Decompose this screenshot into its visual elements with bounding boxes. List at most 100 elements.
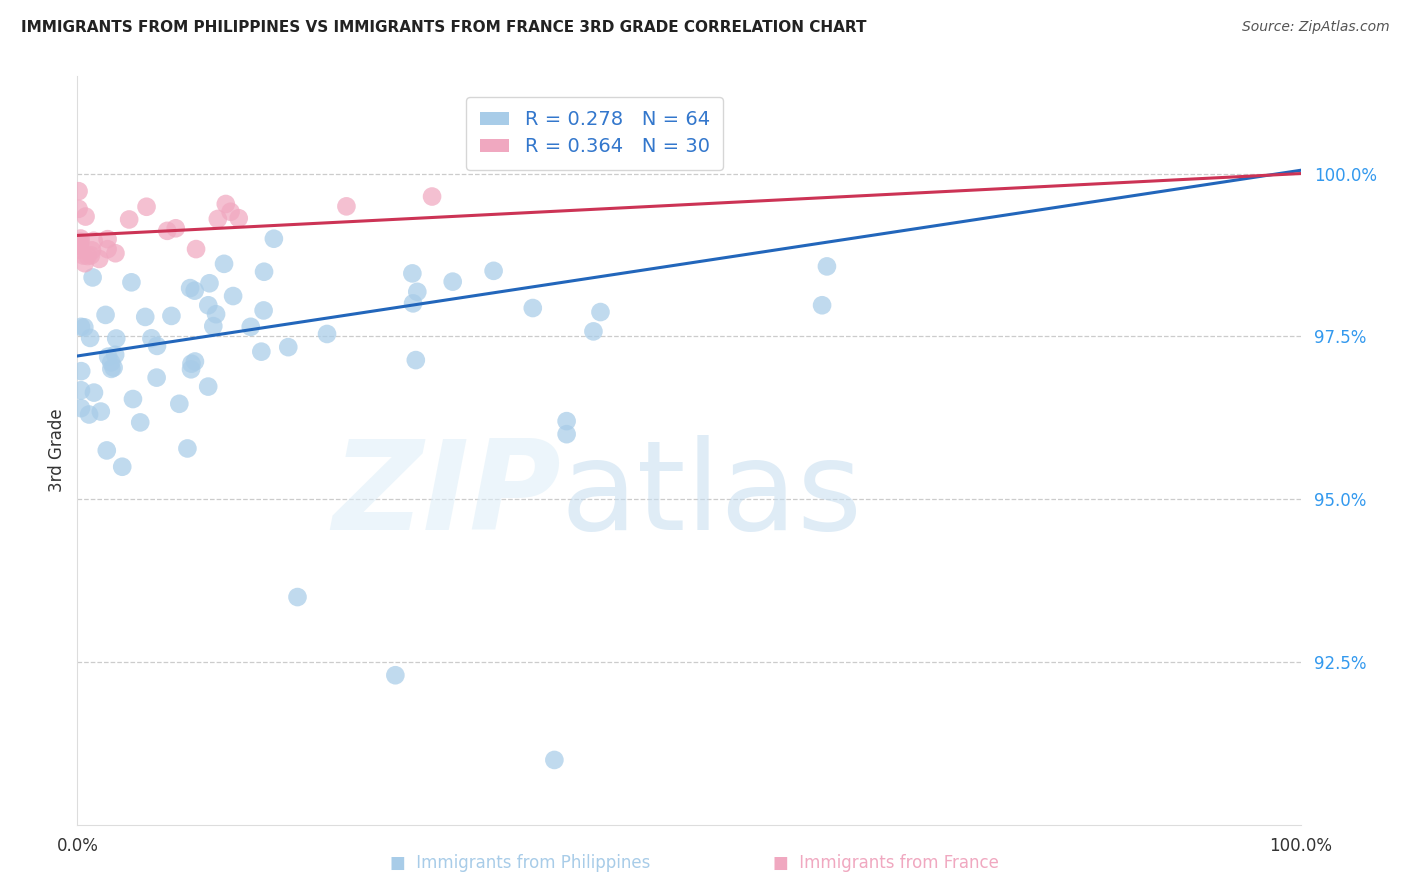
Point	[118, 212, 141, 227]
Point	[555, 414, 578, 428]
Text: ■  Immigrants from France: ■ Immigrants from France	[773, 855, 998, 872]
Point	[96, 443, 118, 458]
Point	[156, 224, 179, 238]
Point	[250, 344, 273, 359]
Point	[69, 235, 91, 249]
Point	[67, 243, 90, 257]
Point	[335, 199, 357, 213]
Point	[80, 244, 103, 258]
Point	[120, 275, 142, 289]
Point	[70, 319, 93, 334]
Point	[197, 379, 219, 393]
Point	[103, 360, 125, 375]
Point	[441, 275, 464, 289]
Point	[384, 668, 406, 682]
Point	[180, 362, 202, 376]
Point	[97, 242, 120, 256]
Text: atlas: atlas	[561, 435, 863, 556]
Point	[75, 210, 97, 224]
Point	[70, 384, 93, 398]
Y-axis label: 3rd Grade: 3rd Grade	[48, 409, 66, 492]
Point	[77, 408, 100, 422]
Point	[72, 249, 94, 263]
Point	[589, 305, 612, 319]
Point	[406, 285, 429, 299]
Point	[69, 238, 91, 252]
Point	[141, 331, 163, 345]
Point	[83, 385, 105, 400]
Point	[70, 364, 93, 378]
Point	[90, 404, 112, 418]
Point	[582, 325, 605, 339]
Point	[105, 331, 128, 345]
Point	[420, 189, 443, 203]
Point	[97, 350, 120, 364]
Point	[104, 246, 127, 260]
Point	[145, 370, 167, 384]
Text: ZIP: ZIP	[332, 435, 561, 556]
Point	[176, 442, 198, 456]
Point	[146, 339, 169, 353]
Point	[82, 270, 104, 285]
Point	[202, 319, 225, 334]
Point	[134, 310, 156, 324]
Point	[205, 307, 228, 321]
Point	[122, 392, 145, 406]
Point	[97, 232, 120, 246]
Point	[253, 265, 276, 279]
Point	[104, 348, 127, 362]
Point	[212, 257, 235, 271]
Point	[228, 211, 250, 226]
Point	[287, 590, 309, 604]
Point	[543, 753, 565, 767]
Point	[555, 427, 578, 442]
Point	[100, 362, 122, 376]
Point	[811, 298, 834, 312]
Point	[263, 232, 285, 246]
Point	[252, 303, 274, 318]
Point	[165, 221, 187, 235]
Point	[482, 264, 505, 278]
Point	[129, 416, 152, 430]
Point	[67, 235, 90, 250]
Point	[215, 197, 238, 211]
Text: Source: ZipAtlas.com: Source: ZipAtlas.com	[1241, 20, 1389, 34]
Point	[197, 298, 219, 312]
Point	[522, 301, 544, 315]
Legend: R = 0.278   N = 64, R = 0.364   N = 30: R = 0.278 N = 64, R = 0.364 N = 30	[467, 96, 723, 169]
Point	[111, 459, 134, 474]
Point	[70, 401, 93, 416]
Point	[316, 326, 339, 341]
Point	[67, 238, 90, 252]
Point	[79, 331, 101, 345]
Point	[198, 277, 221, 291]
Point	[76, 249, 98, 263]
Point	[169, 397, 191, 411]
Point	[89, 252, 111, 266]
Point	[73, 320, 96, 334]
Text: ■  Immigrants from Philippines: ■ Immigrants from Philippines	[389, 855, 651, 872]
Point	[401, 266, 423, 280]
Point	[207, 211, 229, 226]
Point	[73, 256, 96, 270]
Point	[405, 353, 427, 368]
Point	[94, 308, 117, 322]
Point	[277, 340, 299, 354]
Point	[239, 319, 262, 334]
Point	[402, 296, 425, 310]
Point	[219, 204, 242, 219]
Point	[180, 357, 202, 371]
Point	[69, 231, 91, 245]
Point	[184, 354, 207, 368]
Point	[183, 284, 205, 298]
Point	[179, 281, 201, 295]
Point	[83, 234, 105, 248]
Text: IMMIGRANTS FROM PHILIPPINES VS IMMIGRANTS FROM FRANCE 3RD GRADE CORRELATION CHAR: IMMIGRANTS FROM PHILIPPINES VS IMMIGRANT…	[21, 20, 866, 35]
Point	[67, 184, 90, 198]
Point	[100, 355, 122, 369]
Point	[160, 309, 183, 323]
Point	[222, 289, 245, 303]
Point	[80, 248, 103, 262]
Point	[135, 200, 157, 214]
Point	[815, 260, 838, 274]
